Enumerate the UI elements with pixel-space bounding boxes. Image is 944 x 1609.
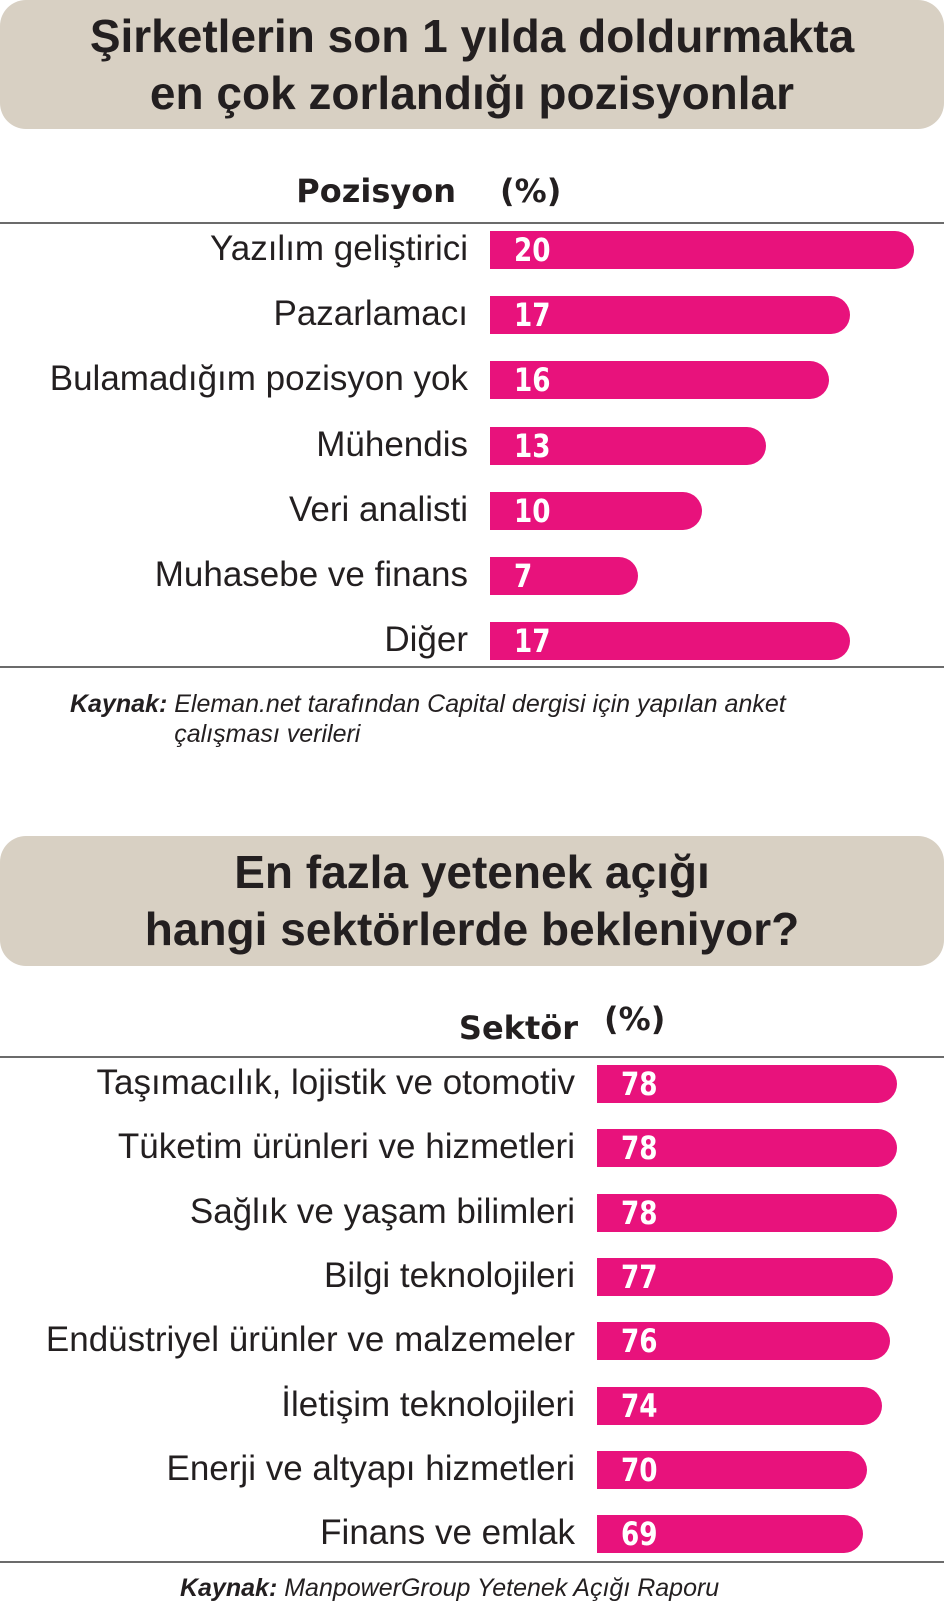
chart1-bar [490, 622, 850, 660]
chart2-bar-value: 69 [621, 1515, 658, 1553]
chart1-category-label: Muhasebe ve finans [154, 555, 468, 594]
chart2-bar [597, 1387, 882, 1425]
chart2-category-label: Tüketim ürünleri ve hizmetleri [117, 1127, 575, 1166]
chart1-category-label: Bulamadığım pozisyon yok [49, 359, 468, 398]
chart1-bar-value: 17 [514, 622, 551, 660]
chart1-bar-value: 13 [514, 427, 551, 465]
chart2-source: Kaynak: ManpowerGroup Yetenek Açığı Rapo… [180, 1573, 940, 1603]
chart1-bar-value: 10 [514, 492, 551, 530]
chart2-category-label: Finans ve emlak [320, 1513, 575, 1552]
chart2-category-label: Endüstriyel ürünler ve malzemeler [45, 1320, 575, 1359]
chart1-source-text: Eleman.net tarafından Capital dergisi iç… [174, 690, 786, 748]
chart2-bar-value: 74 [621, 1387, 658, 1425]
chart2-bar-value: 70 [621, 1451, 658, 1489]
chart2-title: En fazla yetenek açığı hangi sektörlerde… [144, 846, 800, 955]
chart1-category-label: Mühendis [316, 425, 468, 464]
chart2-bar [597, 1194, 897, 1232]
chart2-bar-value: 78 [621, 1065, 658, 1103]
chart1-bar [490, 492, 702, 530]
chart2-category-header: Sektör [458, 1009, 578, 1047]
chart1-bar [490, 361, 829, 399]
chart1-title-box: Şirketlerin son 1 yılda doldurmakta en ç… [0, 0, 944, 129]
chart2-category-label: Sağlık ve yaşam bilimleri [189, 1192, 575, 1231]
chart2-category-label: Enerji ve altyapı hizmetleri [166, 1449, 576, 1488]
chart1-bar-value: 17 [514, 296, 551, 334]
chart2-source-text: ManpowerGroup Yetenek Açığı Raporu [284, 1574, 720, 1602]
chart2-bar-value: 76 [621, 1322, 658, 1360]
chart2-bar-value: 78 [621, 1129, 658, 1167]
chart1-source-label: Kaynak: [70, 690, 168, 718]
chart2-bar [597, 1515, 863, 1553]
chart2-category-label: Taşımacılık, lojistik ve otomotiv [96, 1063, 575, 1102]
chart1-source: Kaynak: Eleman.net tarafından Capital de… [70, 689, 910, 749]
chart1-category-label: Yazılım geliştirici [209, 229, 468, 268]
chart1-category-label: Diğer [384, 620, 468, 659]
chart2-top-rule [0, 1056, 944, 1058]
chart2-category-label: Bilgi teknolojileri [324, 1256, 575, 1295]
chart2-bar [597, 1322, 890, 1360]
chart2-bar [597, 1258, 893, 1296]
chart1-bar [490, 296, 850, 334]
chart1-category-label: Pazarlamacı [273, 294, 468, 333]
chart1-bar-value: 7 [514, 557, 533, 595]
chart1-category-label: Veri analisti [289, 490, 468, 529]
chart2-bar [597, 1451, 867, 1489]
chart1-value-header: (%) [500, 172, 562, 210]
chart1-bar-value: 20 [514, 231, 551, 269]
chart1-bar [490, 231, 914, 269]
chart2-bar [597, 1129, 897, 1167]
chart1-category-header: Pozisyon [296, 172, 456, 210]
chart1-title: Şirketlerin son 1 yılda doldurmakta en ç… [89, 9, 855, 119]
chart2-value-header: (%) [604, 1000, 666, 1038]
chart2-source-label: Kaynak: [180, 1574, 278, 1602]
chart1-top-rule [0, 222, 944, 224]
chart2-bar-value: 78 [621, 1194, 658, 1232]
chart1-bar [490, 557, 638, 595]
chart1-bar [490, 427, 766, 465]
chart1-bar-value: 16 [514, 361, 551, 399]
chart2-bar-value: 77 [621, 1258, 658, 1296]
chart2-bottom-rule [0, 1561, 944, 1563]
chart1-bottom-rule [0, 666, 944, 668]
chart2-category-label: İletişim teknolojileri [281, 1385, 575, 1424]
chart2-bar [597, 1065, 897, 1103]
chart2-title-box: En fazla yetenek açığı hangi sektörlerde… [0, 836, 944, 966]
